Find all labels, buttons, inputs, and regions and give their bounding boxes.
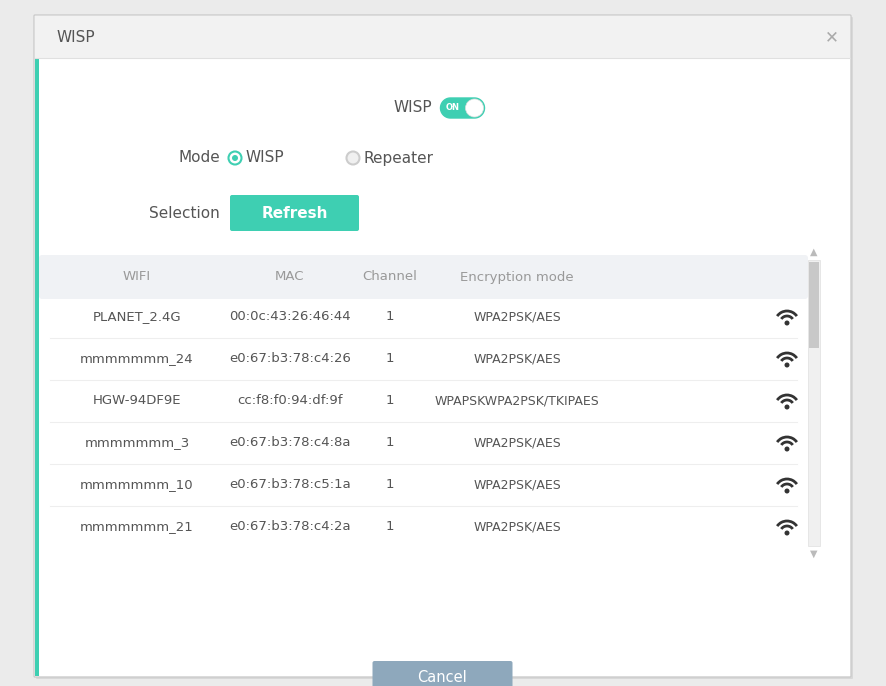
Text: Cancel: Cancel bbox=[417, 670, 468, 685]
Circle shape bbox=[784, 405, 789, 410]
Text: 1: 1 bbox=[385, 311, 394, 324]
Text: Channel: Channel bbox=[362, 270, 417, 283]
Circle shape bbox=[784, 530, 789, 536]
Text: WISP: WISP bbox=[246, 150, 284, 165]
Text: 1: 1 bbox=[385, 521, 394, 534]
FancyBboxPatch shape bbox=[34, 15, 851, 677]
Circle shape bbox=[784, 488, 789, 493]
Circle shape bbox=[465, 99, 484, 117]
Text: WPA2PSK/AES: WPA2PSK/AES bbox=[473, 521, 561, 534]
Text: WISP: WISP bbox=[394, 101, 432, 115]
Bar bbox=[35, 16, 850, 58]
Text: MAC: MAC bbox=[276, 270, 305, 283]
Text: WPA2PSK/AES: WPA2PSK/AES bbox=[473, 479, 561, 491]
Text: mmmmmmm_3: mmmmmmm_3 bbox=[84, 436, 190, 449]
FancyBboxPatch shape bbox=[372, 661, 512, 686]
Text: PLANET_2.4G: PLANET_2.4G bbox=[93, 311, 182, 324]
Text: e0:67:b3:78:c4:26: e0:67:b3:78:c4:26 bbox=[229, 353, 351, 366]
Text: mmmmmmm_10: mmmmmmm_10 bbox=[81, 479, 194, 491]
Text: e0:67:b3:78:c4:2a: e0:67:b3:78:c4:2a bbox=[229, 521, 351, 534]
Circle shape bbox=[229, 152, 242, 165]
Circle shape bbox=[784, 320, 789, 325]
Polygon shape bbox=[440, 98, 485, 118]
Text: 1: 1 bbox=[385, 479, 394, 491]
Text: WPA2PSK/AES: WPA2PSK/AES bbox=[473, 311, 561, 324]
Text: Refresh: Refresh bbox=[261, 206, 328, 220]
Text: WIFI: WIFI bbox=[123, 270, 151, 283]
Circle shape bbox=[346, 152, 360, 165]
Text: WPAPSKWPA2PSK/TKIPAES: WPAPSKWPA2PSK/TKIPAES bbox=[435, 394, 599, 407]
Text: 1: 1 bbox=[385, 436, 394, 449]
Circle shape bbox=[784, 447, 789, 451]
Text: 1: 1 bbox=[385, 394, 394, 407]
Text: ON: ON bbox=[446, 104, 460, 113]
Text: Mode: Mode bbox=[178, 150, 220, 165]
Text: Selection: Selection bbox=[149, 206, 220, 220]
Bar bbox=[809, 262, 819, 348]
FancyBboxPatch shape bbox=[36, 17, 853, 679]
Text: 1: 1 bbox=[385, 353, 394, 366]
Text: ▼: ▼ bbox=[811, 549, 818, 559]
Circle shape bbox=[232, 155, 238, 161]
Bar bbox=[808, 260, 820, 546]
Text: mmmmmmm_24: mmmmmmm_24 bbox=[81, 353, 194, 366]
Text: WPA2PSK/AES: WPA2PSK/AES bbox=[473, 353, 561, 366]
Text: e0:67:b3:78:c5:1a: e0:67:b3:78:c5:1a bbox=[229, 479, 351, 491]
Text: Encryption mode: Encryption mode bbox=[460, 270, 574, 283]
Text: WPA2PSK/AES: WPA2PSK/AES bbox=[473, 436, 561, 449]
Text: HGW-94DF9E: HGW-94DF9E bbox=[93, 394, 182, 407]
Text: ▲: ▲ bbox=[811, 247, 818, 257]
Circle shape bbox=[784, 362, 789, 368]
Text: mmmmmmm_21: mmmmmmm_21 bbox=[80, 521, 194, 534]
Text: 00:0c:43:26:46:44: 00:0c:43:26:46:44 bbox=[229, 311, 351, 324]
Text: Repeater: Repeater bbox=[364, 150, 434, 165]
FancyBboxPatch shape bbox=[39, 255, 808, 299]
Text: WISP: WISP bbox=[57, 29, 96, 45]
FancyBboxPatch shape bbox=[230, 195, 359, 231]
Text: cc:f8:f0:94:df:9f: cc:f8:f0:94:df:9f bbox=[237, 394, 343, 407]
Text: e0:67:b3:78:c4:8a: e0:67:b3:78:c4:8a bbox=[229, 436, 351, 449]
Bar bbox=[35, 16, 39, 676]
Text: ✕: ✕ bbox=[825, 28, 839, 46]
